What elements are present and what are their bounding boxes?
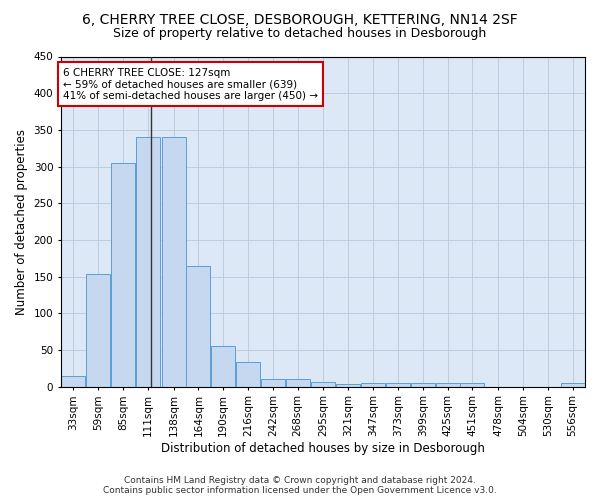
Bar xyxy=(187,266,211,386)
Bar xyxy=(560,383,584,386)
Bar xyxy=(460,383,484,386)
Bar xyxy=(386,383,410,386)
Bar xyxy=(161,137,185,386)
Bar xyxy=(336,384,360,386)
Bar xyxy=(410,383,435,386)
Text: 6 CHERRY TREE CLOSE: 127sqm
← 59% of detached houses are smaller (639)
41% of se: 6 CHERRY TREE CLOSE: 127sqm ← 59% of det… xyxy=(63,68,318,100)
Bar xyxy=(261,380,285,386)
Bar xyxy=(86,274,110,386)
Bar xyxy=(311,382,335,386)
Bar xyxy=(111,163,135,386)
Bar xyxy=(361,383,385,386)
Bar xyxy=(61,376,85,386)
Bar xyxy=(436,383,460,386)
Bar xyxy=(211,346,235,387)
Text: Size of property relative to detached houses in Desborough: Size of property relative to detached ho… xyxy=(113,28,487,40)
Text: Contains HM Land Registry data © Crown copyright and database right 2024.
Contai: Contains HM Land Registry data © Crown c… xyxy=(103,476,497,495)
Y-axis label: Number of detached properties: Number of detached properties xyxy=(15,128,28,314)
X-axis label: Distribution of detached houses by size in Desborough: Distribution of detached houses by size … xyxy=(161,442,485,455)
Bar xyxy=(136,137,160,386)
Bar xyxy=(236,362,260,386)
Bar xyxy=(286,380,310,386)
Text: 6, CHERRY TREE CLOSE, DESBOROUGH, KETTERING, NN14 2SF: 6, CHERRY TREE CLOSE, DESBOROUGH, KETTER… xyxy=(82,12,518,26)
